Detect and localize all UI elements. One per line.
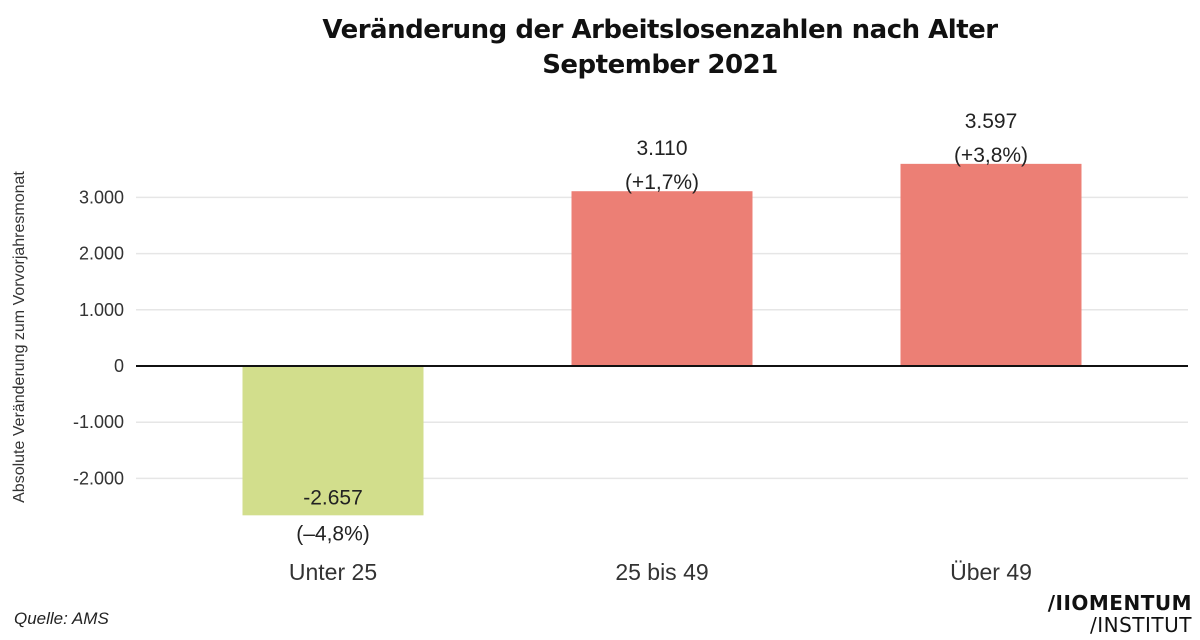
logo-line-1: /IIOMENTUM [1047, 591, 1192, 615]
data-labels: -2.657 (–4,8%) 3.110 (+1,7%) 3.597 (+3,8%) [296, 110, 1028, 545]
bar [571, 191, 753, 366]
percent-label: (+1,7%) [625, 171, 699, 194]
y-tick-label: 0 [114, 356, 124, 376]
y-tick-label: 1.000 [79, 300, 124, 320]
category-labels: Unter 25 25 bis 49 Über 49 [289, 559, 1032, 585]
bar [242, 366, 424, 516]
category-label: 25 bis 49 [615, 559, 708, 585]
value-label: 3.110 [637, 137, 688, 160]
percent-label: (–4,8%) [296, 522, 370, 545]
y-tick-labels: -2.000 -1.000 0 1.000 2.000 3.000 [73, 187, 124, 488]
percent-label: (+3,8%) [954, 144, 1028, 167]
y-tick-label: 2.000 [79, 244, 124, 264]
category-label: Über 49 [950, 559, 1032, 585]
chart-title-line-2: September 2021 [542, 50, 778, 80]
bars [242, 163, 1082, 516]
value-label: -2.657 [303, 486, 363, 509]
logo-line-2: /INSTITUT [1090, 613, 1192, 637]
category-label: Unter 25 [289, 559, 377, 585]
bar [900, 163, 1082, 366]
y-tick-label: -1.000 [73, 412, 124, 432]
chart-title-line-1: Veränderung der Arbeitslosenzahlen nach … [322, 15, 998, 45]
momentum-institut-logo: /IIOMENTUM /INSTITUT [1048, 592, 1192, 636]
y-tick-label: -2.000 [73, 468, 124, 488]
y-tick-label: 3.000 [79, 187, 124, 207]
source-note: Quelle: AMS [14, 609, 109, 628]
value-label: 3.597 [965, 110, 1018, 133]
y-axis-label: Absolute Veränderung zum Vorvorjahresmon… [11, 171, 28, 503]
